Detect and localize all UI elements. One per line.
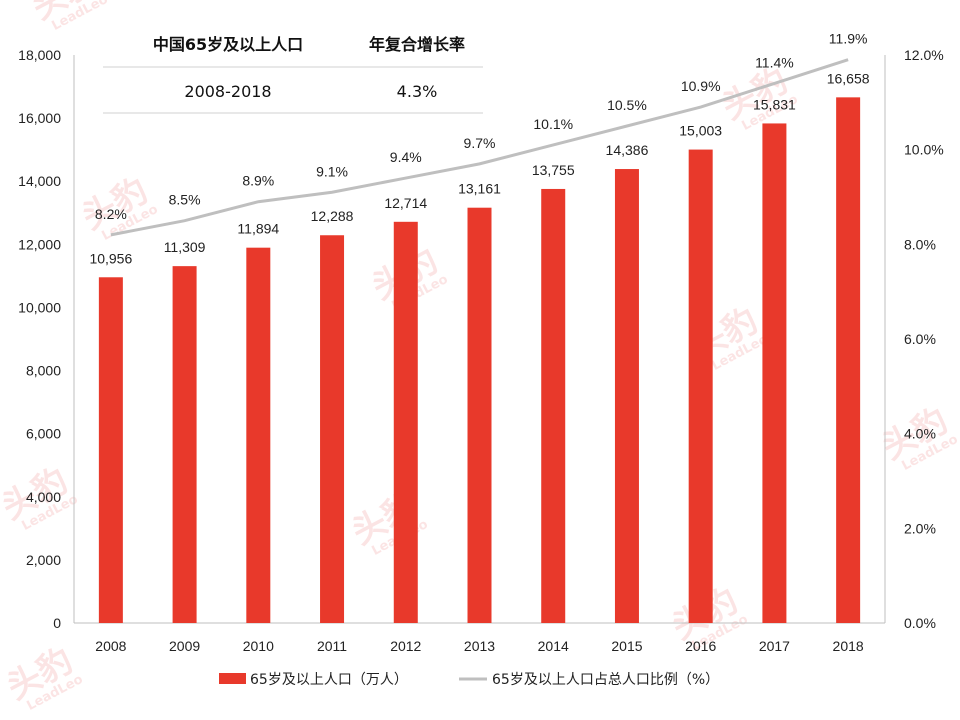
- cagr-col2-header: 年复合增长率: [369, 35, 465, 54]
- line-path: [110, 58, 849, 237]
- bar: [467, 207, 492, 623]
- bar-series: [98, 97, 861, 624]
- x-tick-label: 2008: [95, 638, 126, 654]
- y-right-tick-label: 0.0%: [904, 615, 936, 631]
- bar: [541, 188, 566, 623]
- bar: [320, 235, 345, 623]
- bar: [836, 97, 861, 624]
- y-left-tick-label: 18,000: [18, 47, 61, 63]
- x-tick-label: 2009: [169, 638, 200, 654]
- y-right-tick-label: 4.0%: [904, 426, 936, 442]
- y-right-tick-label: 8.0%: [904, 236, 936, 252]
- x-tick-label: 2016: [685, 638, 716, 654]
- bar-value-label: 12,714: [384, 195, 427, 211]
- y-left-tick-label: 0: [53, 615, 61, 631]
- line-series: [110, 58, 849, 237]
- line-value-label: 11.9%: [829, 31, 868, 47]
- y-left-tick-label: 2,000: [26, 552, 61, 568]
- y-right-tick-label: 12.0%: [904, 47, 944, 63]
- legend-bar-swatch: [219, 673, 246, 684]
- bar-value-label: 10,956: [89, 250, 132, 266]
- y-right-tick-label: 6.0%: [904, 331, 936, 347]
- y-left-tick-label: 16,000: [18, 110, 61, 126]
- x-tick-label: 2015: [611, 638, 642, 654]
- y-left-tick-label: 10,000: [18, 299, 61, 315]
- bar: [688, 149, 713, 623]
- x-tick-label: 2012: [390, 638, 421, 654]
- line-value-label: 10.1%: [533, 116, 573, 132]
- bar-value-label: 11,894: [237, 221, 279, 237]
- line-value-label: 8.9%: [242, 173, 274, 189]
- line-value-label: 10.9%: [681, 78, 721, 94]
- bar: [172, 266, 197, 623]
- line-value-label: 9.7%: [464, 135, 496, 151]
- x-tick-label: 2017: [759, 638, 790, 654]
- bar-value-label: 16,658: [827, 70, 870, 86]
- bar: [246, 247, 271, 623]
- line-value-label: 9.1%: [316, 163, 348, 179]
- bar-value-label: 14,386: [606, 142, 649, 158]
- bar: [393, 221, 418, 623]
- cagr-col1-header: 中国65岁及以上人口: [153, 35, 303, 54]
- bar: [98, 277, 123, 623]
- axes: 0 2,000 4,000 6,000 8,000 10,000 12,000 14,000 1…: [18, 47, 944, 654]
- bar-value-label: 13,755: [532, 162, 575, 178]
- legend-line-label: 65岁及以上人口占总人口比例（%）: [492, 672, 719, 688]
- x-tick-label: 2018: [833, 638, 864, 654]
- bar-value-label: 12,288: [311, 208, 354, 224]
- y-left-tick-label: 6,000: [26, 426, 61, 442]
- bar-value-label: 11,309: [164, 239, 206, 255]
- bar-value-label: 15,003: [679, 123, 722, 139]
- cagr-period: 2008-2018: [184, 82, 271, 101]
- y-left-tick-label: 4,000: [26, 489, 61, 505]
- x-tick-label: 2013: [464, 638, 495, 654]
- legend: 65岁及以上人口（万人） 65岁及以上人口占总人口比例（%）: [219, 672, 719, 688]
- bar: [762, 123, 787, 623]
- data-labels: 10,956 11,309 11,894 12,288 12,714 13,161 13,7…: [89, 31, 869, 267]
- legend-bar-label: 65岁及以上人口（万人）: [250, 672, 408, 688]
- y-left-tick-label: 14,000: [18, 173, 61, 189]
- x-tick-label: 2011: [317, 638, 347, 654]
- line-value-label: 9.4%: [390, 149, 422, 165]
- bar: [614, 169, 639, 623]
- y-left-tick-label: 12,000: [18, 236, 61, 252]
- bar-value-label: 15,831: [753, 96, 796, 112]
- bar-value-label: 13,161: [458, 181, 501, 197]
- line-value-label: 11.4%: [755, 54, 794, 70]
- line-value-label: 10.5%: [607, 97, 647, 113]
- y-right-tick-label: 10.0%: [904, 142, 944, 158]
- y-right-tick-label: 2.0%: [904, 520, 936, 536]
- line-value-label: 8.5%: [169, 192, 201, 208]
- y-left-tick-label: 8,000: [26, 363, 61, 379]
- x-tick-label: 2014: [538, 638, 569, 654]
- line-value-label: 8.2%: [95, 206, 127, 222]
- x-tick-label: 2010: [243, 638, 274, 654]
- cagr-table: 中国65岁及以上人口 年复合增长率 2008-2018 4.3%: [103, 35, 483, 114]
- cagr-rate: 4.3%: [397, 82, 438, 101]
